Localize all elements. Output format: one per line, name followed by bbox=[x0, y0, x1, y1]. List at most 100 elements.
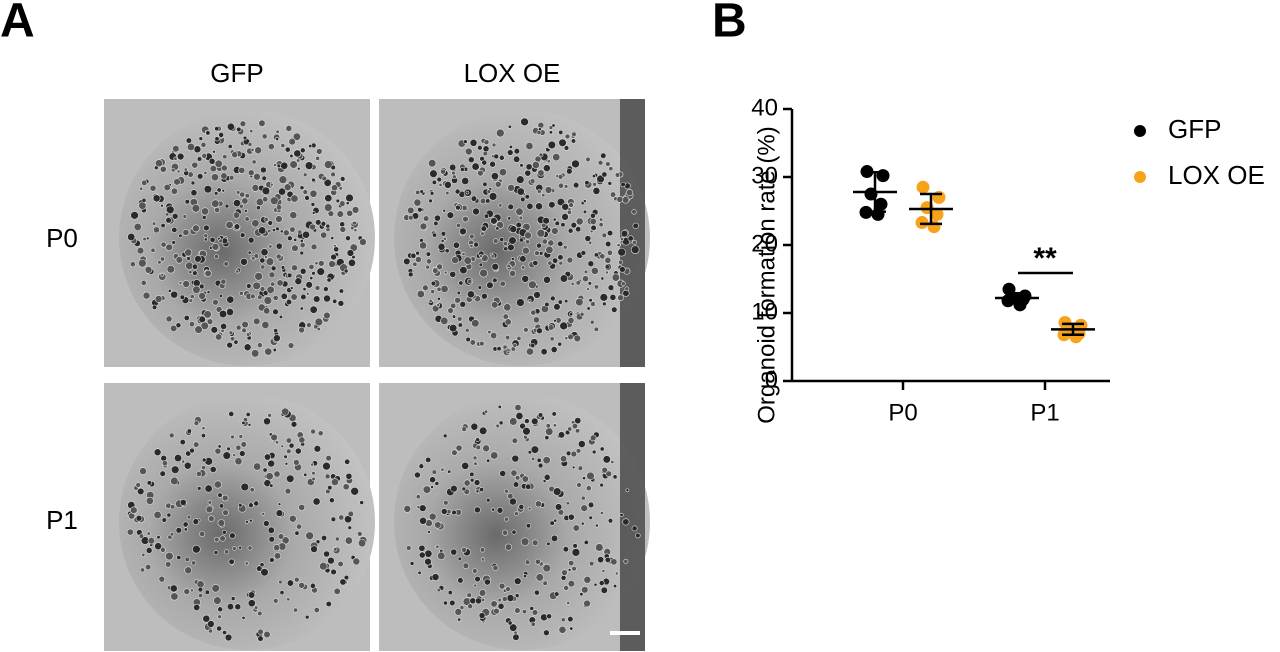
organoid bbox=[171, 240, 176, 245]
organoid bbox=[425, 456, 432, 463]
organoid bbox=[214, 159, 223, 168]
organoid bbox=[495, 423, 500, 429]
organoid bbox=[160, 241, 167, 248]
organoid bbox=[310, 462, 315, 467]
organoid bbox=[481, 292, 488, 300]
organoid bbox=[205, 130, 211, 136]
organoid bbox=[557, 431, 566, 439]
organoid bbox=[588, 298, 593, 303]
organoid bbox=[474, 575, 481, 583]
organoid bbox=[508, 236, 517, 245]
organoid bbox=[308, 263, 315, 270]
organoid bbox=[511, 437, 518, 444]
organoid bbox=[601, 232, 607, 239]
organoid bbox=[251, 349, 260, 358]
organoid bbox=[561, 202, 570, 211]
legend-marker bbox=[1134, 125, 1146, 137]
organoid bbox=[590, 301, 596, 307]
organoid bbox=[516, 187, 525, 196]
organoid bbox=[193, 441, 200, 448]
organoid bbox=[256, 565, 263, 572]
organoid bbox=[560, 575, 567, 581]
organoid bbox=[590, 212, 596, 219]
organoid bbox=[294, 277, 303, 286]
organoid bbox=[583, 269, 589, 274]
organoid bbox=[467, 156, 475, 164]
organoid bbox=[564, 299, 569, 304]
organoid bbox=[436, 296, 441, 301]
organoid bbox=[275, 129, 280, 134]
organoid bbox=[554, 591, 560, 597]
organoid bbox=[217, 614, 222, 619]
organoid bbox=[217, 444, 222, 449]
organoid bbox=[165, 551, 174, 561]
organoid bbox=[627, 235, 634, 242]
organoid bbox=[241, 327, 247, 334]
organoid bbox=[213, 550, 219, 555]
organoid bbox=[350, 226, 355, 231]
organoid bbox=[213, 480, 222, 489]
organoid bbox=[220, 278, 227, 285]
organoid bbox=[583, 599, 591, 608]
organoid bbox=[544, 186, 553, 194]
organoid bbox=[605, 240, 612, 248]
organoid bbox=[462, 215, 469, 223]
organoid bbox=[518, 503, 525, 510]
organoid bbox=[270, 182, 274, 187]
organoid bbox=[602, 301, 607, 307]
organoid bbox=[550, 346, 558, 353]
organoid bbox=[195, 470, 202, 477]
organoid bbox=[247, 142, 253, 147]
organoid bbox=[523, 574, 528, 579]
organoid bbox=[432, 232, 438, 238]
organoid bbox=[547, 239, 555, 247]
organoid bbox=[253, 172, 261, 181]
organoid bbox=[593, 252, 599, 258]
organoid bbox=[417, 207, 423, 213]
organoid bbox=[535, 573, 544, 582]
organoid bbox=[176, 152, 185, 161]
organoid bbox=[464, 147, 473, 156]
organoid bbox=[615, 571, 619, 576]
organoid bbox=[599, 511, 604, 515]
organoid bbox=[299, 250, 305, 256]
data-point bbox=[927, 220, 941, 234]
organoid bbox=[167, 288, 172, 293]
organoid bbox=[178, 233, 183, 238]
panel-label: B bbox=[712, 0, 747, 48]
organoid bbox=[192, 544, 201, 554]
organoid bbox=[171, 213, 179, 220]
organoid bbox=[415, 494, 421, 500]
organoid bbox=[179, 439, 186, 446]
organoid bbox=[138, 533, 144, 539]
organoid bbox=[198, 315, 206, 324]
organoid bbox=[473, 461, 478, 466]
organoid bbox=[308, 144, 313, 149]
organoid bbox=[161, 517, 167, 523]
organoid bbox=[514, 404, 522, 412]
organoid bbox=[302, 189, 309, 195]
organoid bbox=[590, 224, 597, 232]
organoid bbox=[276, 279, 284, 287]
organoid bbox=[323, 286, 329, 292]
organoid bbox=[580, 504, 588, 512]
organoid bbox=[506, 350, 511, 355]
organoid bbox=[221, 529, 227, 535]
organoid bbox=[185, 261, 194, 270]
organoid bbox=[357, 539, 367, 548]
organoid bbox=[493, 153, 500, 160]
organoid bbox=[403, 257, 411, 266]
organoid bbox=[443, 500, 449, 506]
organoid bbox=[337, 300, 345, 307]
organoid bbox=[151, 221, 157, 226]
organoid bbox=[166, 512, 172, 518]
organoid bbox=[565, 501, 571, 506]
organoid bbox=[338, 288, 344, 294]
organoid bbox=[465, 190, 470, 195]
organoid bbox=[207, 500, 213, 505]
organoid bbox=[260, 568, 269, 577]
organoid bbox=[141, 179, 148, 186]
organoid bbox=[316, 326, 321, 332]
organoid bbox=[199, 283, 205, 290]
organoid bbox=[584, 235, 592, 242]
